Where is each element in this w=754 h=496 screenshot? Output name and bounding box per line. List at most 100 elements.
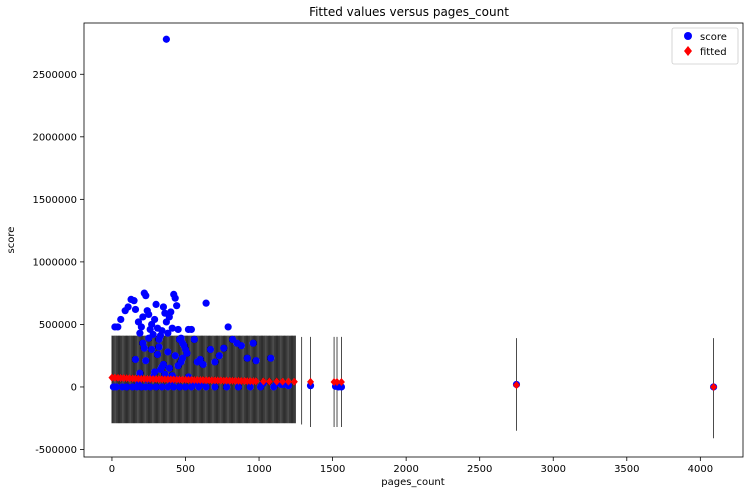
score-point [202, 299, 210, 307]
y-tick-label: 2500000 [32, 70, 77, 81]
score-point [337, 383, 346, 391]
chart-title: Fitted values versus pages_count [309, 5, 509, 19]
score-point [131, 305, 140, 314]
score-point [243, 354, 251, 362]
score-point [114, 323, 122, 331]
y-tick-label: -500000 [35, 445, 77, 456]
score-point [165, 364, 173, 372]
legend-fitted-label: fitted [700, 47, 727, 58]
score-point [171, 352, 179, 360]
score-point [249, 339, 257, 347]
score-point [174, 362, 182, 370]
score-point [145, 310, 153, 319]
score-point [202, 383, 210, 391]
fitted-point [273, 377, 281, 386]
score-point [131, 355, 140, 364]
score-point [199, 360, 207, 369]
fitted-point [333, 377, 341, 386]
score-point [206, 345, 215, 354]
x-tick-label: 1500 [320, 464, 345, 475]
fitted-point [710, 382, 718, 391]
score-point [162, 35, 170, 43]
score-point [164, 383, 172, 391]
score-point [223, 383, 231, 391]
score-point [151, 315, 159, 324]
score-point [224, 323, 232, 331]
score-point [176, 383, 184, 391]
fitted-point [284, 377, 292, 386]
fitted-point [512, 381, 520, 390]
score-point [171, 294, 179, 302]
x-tick-label: 1000 [246, 464, 271, 475]
score-point [246, 383, 254, 391]
score-point [139, 313, 147, 321]
score-point [158, 327, 166, 335]
score-point [234, 383, 243, 391]
x-tick-label: 3000 [541, 464, 566, 475]
score-point [146, 383, 154, 391]
score-point [170, 383, 178, 391]
legend-score-label: score [700, 32, 727, 43]
score-point [153, 350, 162, 359]
score-point [167, 308, 175, 316]
legend-fitted-marker [684, 46, 692, 56]
score-point [158, 383, 166, 391]
x-tick-label: 500 [176, 464, 195, 475]
score-point [284, 382, 293, 390]
score-point [173, 302, 181, 310]
score-point [270, 383, 278, 391]
fitted-point [279, 377, 287, 386]
score-point [117, 315, 125, 324]
score-point [181, 383, 190, 391]
x-tick-label: 2000 [393, 464, 418, 475]
score-point [152, 383, 160, 391]
y-tick-label: 1500000 [32, 195, 77, 206]
score-point [178, 354, 187, 362]
score-point [161, 370, 169, 379]
fitted-point [259, 377, 267, 386]
score-point [123, 383, 131, 391]
score-point [211, 383, 219, 391]
x-tick-label: 3500 [614, 464, 639, 475]
y-tick-label: 0 [71, 382, 77, 393]
score-point [164, 348, 172, 356]
legend-score-marker [684, 32, 692, 40]
score-point [152, 300, 160, 309]
x-axis-ticks: 0 500 1000 1500 2000 2500 3000 3500 4000 [109, 457, 713, 475]
legend: score fitted [671, 27, 739, 65]
x-tick-label: 0 [109, 464, 115, 475]
x-tick-label: 4000 [688, 464, 713, 475]
score-point [211, 358, 219, 366]
score-point [136, 369, 144, 377]
fitted-point [265, 377, 273, 386]
score-point [164, 329, 172, 337]
score-point [124, 303, 132, 311]
score-point [145, 334, 153, 342]
y-tick-label: 500000 [39, 320, 77, 331]
y-tick-label: 1000000 [32, 257, 77, 268]
score-point [112, 383, 120, 391]
y-axis-ticks: -500000 0 500000 1000000 1500000 2000000 25000… [32, 70, 84, 456]
score-series [109, 35, 718, 391]
fitted-series [108, 373, 718, 391]
score-point [142, 357, 150, 365]
score-point [140, 344, 148, 352]
x-tick-label: 2500 [467, 464, 492, 475]
x-axis-label: pages_count [381, 477, 444, 488]
score-point [256, 383, 265, 391]
score-point [187, 325, 195, 334]
score-point [142, 292, 150, 300]
score-point [220, 344, 228, 352]
score-point [252, 357, 260, 365]
plot-area-frame [83, 22, 744, 458]
score-point [158, 363, 166, 371]
fitted-point [337, 378, 345, 387]
score-point [137, 323, 145, 331]
score-point [183, 349, 191, 357]
score-point [136, 329, 144, 337]
score-point [148, 345, 156, 354]
y-axis-label: score [6, 227, 17, 254]
score-point [237, 342, 245, 350]
